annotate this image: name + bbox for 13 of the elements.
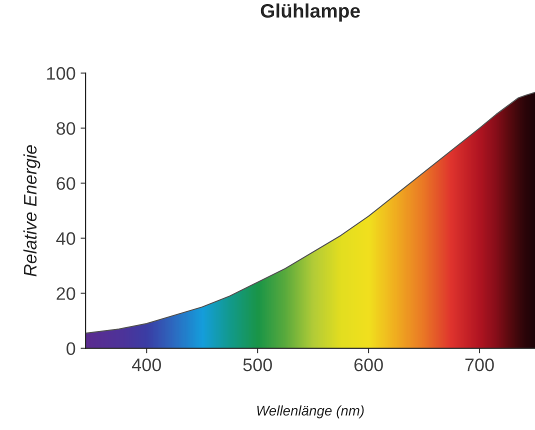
x-tick-label: 500	[243, 358, 272, 372]
y-tick-label: 20	[56, 287, 76, 300]
x-tick-label: 600	[354, 358, 383, 372]
x-axis-title: Wellenlänge (nm)	[257, 405, 364, 418]
x-tick-label: 700	[465, 358, 494, 372]
chart-title: Glühlampe	[260, 3, 360, 22]
y-tick-label: 100	[47, 67, 76, 80]
y-tick-label: 0	[66, 342, 76, 356]
x-tick-label: 400	[132, 358, 161, 372]
y-axis-title: Relative Energie	[23, 145, 40, 276]
y-tick-label: 40	[56, 232, 76, 245]
y-tick-label: 80	[56, 122, 76, 135]
y-tick-label: 60	[56, 177, 76, 190]
